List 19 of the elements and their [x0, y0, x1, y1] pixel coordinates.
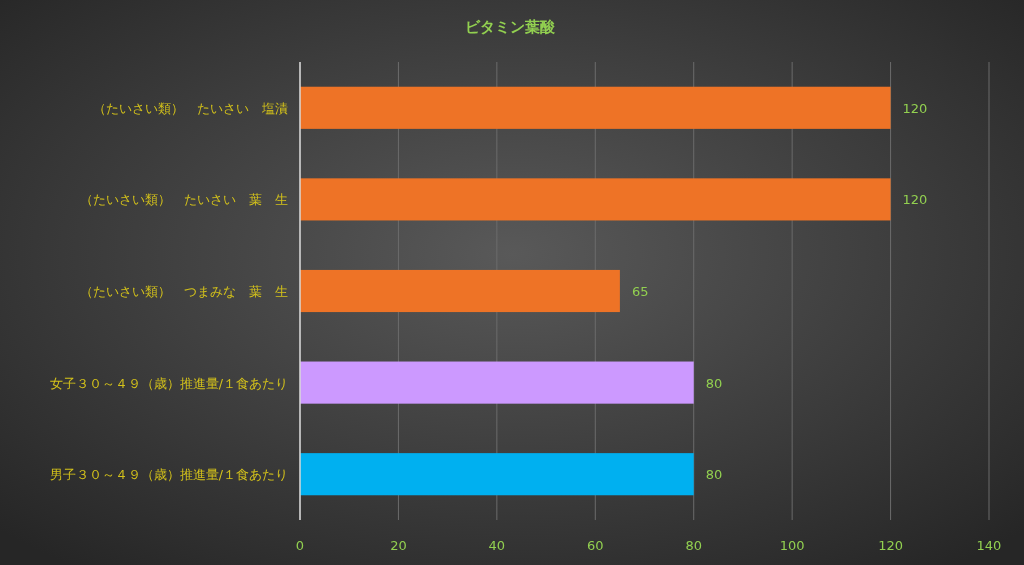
chart-title: ビタミン葉酸	[464, 18, 556, 36]
y-tick-label: （たいさい類） つまみな 葉 生	[80, 284, 288, 299]
data-label: 65	[631, 284, 649, 299]
data-label: 120	[902, 100, 928, 116]
x-tick-label: 100	[779, 538, 805, 553]
y-tick-label: 男子３０～４９（歳）推進量/１食あたり	[49, 467, 288, 483]
x-tick-label: 60	[587, 538, 604, 553]
x-tick-label: 80	[685, 538, 702, 553]
data-label: 120	[902, 192, 928, 208]
x-tick-label: 20	[390, 538, 407, 553]
y-tick-label: （たいさい類） たいさい 葉 生	[80, 192, 288, 208]
x-tick-label: 120	[878, 538, 903, 553]
data-label: 80	[705, 375, 723, 391]
x-tick-label: 140	[976, 538, 1002, 553]
x-tick-label: 40	[488, 538, 506, 553]
data-label: 80	[705, 467, 723, 483]
y-tick-label: 女子３０～４９（歳）推進量/１食あたり	[49, 375, 288, 391]
y-tick-label: （たいさい類） たいさい 塩漬	[93, 100, 288, 116]
x-tick-label: 0	[295, 538, 305, 553]
